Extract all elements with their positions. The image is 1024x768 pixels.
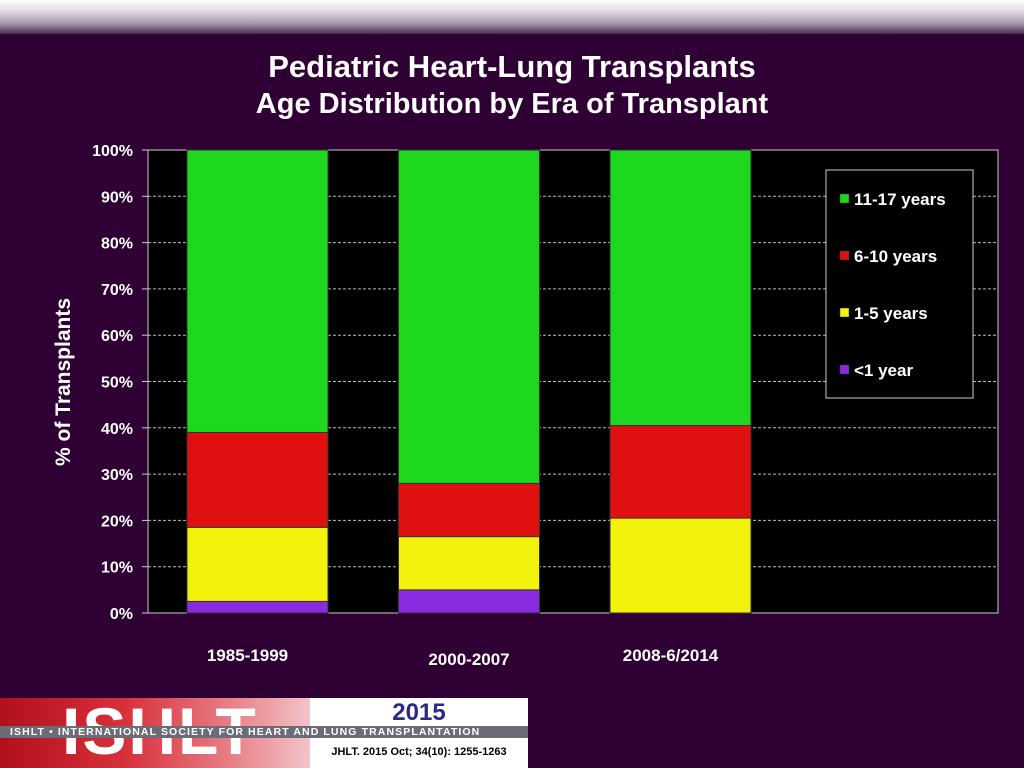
bar-segment xyxy=(186,526,329,602)
legend: 11-17 years 6-10 years 1-5 years <1 year xyxy=(825,169,974,399)
legend-swatch xyxy=(839,250,850,261)
y-tick-label: 70% xyxy=(101,282,133,299)
bars xyxy=(186,149,752,614)
x-category-label: 2008-6/2014 xyxy=(623,646,719,665)
y-axis-title: % of Transplants xyxy=(52,298,75,466)
y-tick-label: 50% xyxy=(101,375,133,392)
bar-segment xyxy=(609,149,752,426)
bar-segment xyxy=(398,482,540,538)
y-tick-label: 90% xyxy=(101,189,133,206)
chart-title-block: Pediatric Heart-Lung Transplants Age Dis… xyxy=(0,48,1024,122)
footer-org-line: ISHLT • INTERNATIONAL SOCIETY FOR HEART … xyxy=(0,726,528,738)
legend-swatch xyxy=(839,193,850,204)
legend-label: 1-5 years xyxy=(854,304,928,323)
bar-segment xyxy=(398,589,540,614)
y-tick-label: 40% xyxy=(101,421,133,438)
bar-segment xyxy=(609,424,752,519)
x-category-label: 2000-2007 xyxy=(428,650,509,669)
x-axis-categories: 1985-1999 2000-2007 2008-6/2014 xyxy=(207,646,719,669)
y-tick-label: 0% xyxy=(110,606,133,623)
bar-segment xyxy=(186,431,329,528)
footer-year: 2015 xyxy=(392,699,446,726)
y-tick-label: 60% xyxy=(101,328,133,345)
stacked-bar-chart: 0% 10% 20% 30% 40% 50% 60% 70% 80% 90% 100% 1985-1… xyxy=(52,143,999,669)
y-tick-label: 80% xyxy=(101,236,133,253)
y-axis-ticks: 0% 10% 20% 30% 40% 50% 60% 70% 80% 90% 100% xyxy=(92,143,148,623)
y-tick-label: 20% xyxy=(101,513,133,530)
legend-swatch xyxy=(839,307,850,318)
top-gradient-band xyxy=(0,0,1024,34)
bar-segment xyxy=(398,149,540,484)
footer-citation: JHLT. 2015 Oct; 34(10): 1255-1263 xyxy=(331,746,507,758)
legend-swatch xyxy=(839,364,850,375)
bar-segment xyxy=(609,517,752,614)
bar-segment xyxy=(398,536,540,591)
y-tick-label: 100% xyxy=(92,143,133,160)
legend-box xyxy=(825,169,974,399)
chart-subtitle: Age Distribution by Era of Transplant xyxy=(255,88,769,120)
legend-label: 6-10 years xyxy=(854,247,937,266)
bar-segment xyxy=(186,149,329,433)
legend-label: <1 year xyxy=(854,361,913,380)
chart-title: Pediatric Heart-Lung Transplants xyxy=(268,49,756,84)
y-tick-label: 30% xyxy=(101,467,133,484)
y-tick-label: 10% xyxy=(101,560,133,577)
x-category-label: 1985-1999 xyxy=(207,646,288,665)
bar-segment xyxy=(186,600,329,614)
legend-label: 11-17 years xyxy=(854,190,946,209)
